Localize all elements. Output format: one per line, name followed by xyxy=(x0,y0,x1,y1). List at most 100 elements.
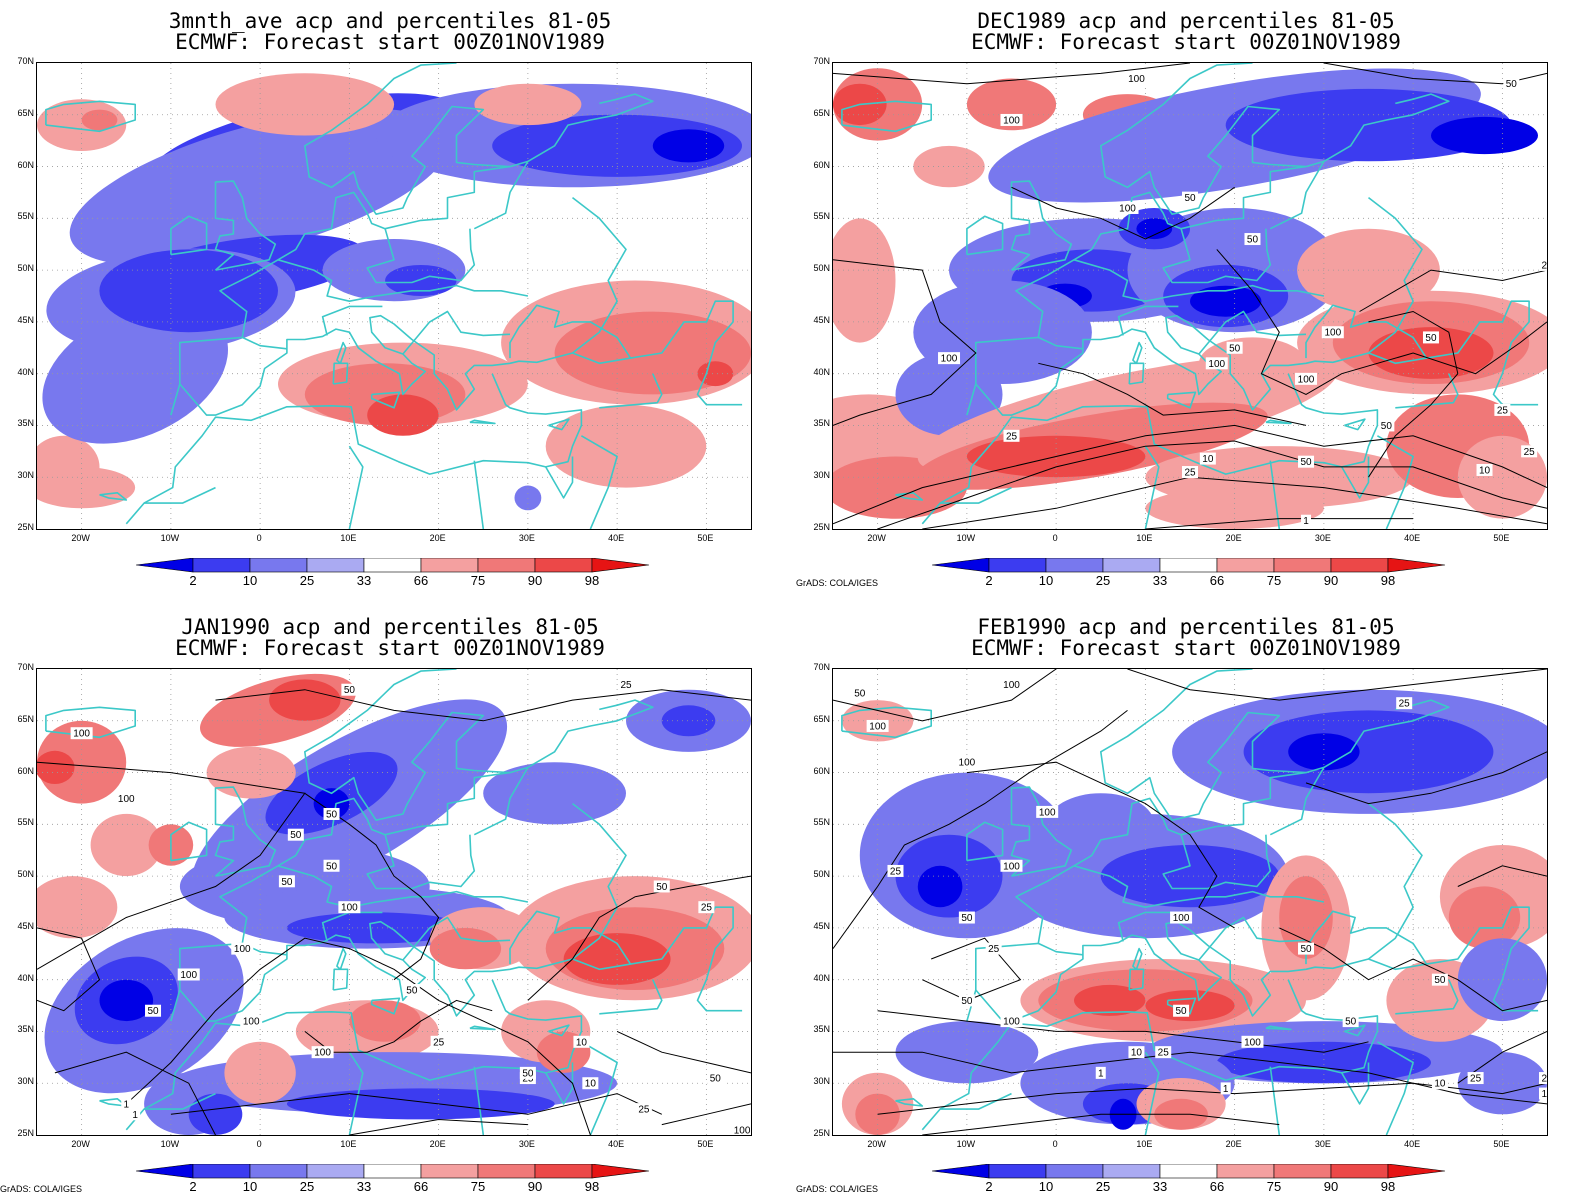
shade-region xyxy=(1288,733,1360,771)
coastline xyxy=(548,418,570,431)
contour-line xyxy=(215,689,751,722)
coastline xyxy=(402,310,511,355)
map-area xyxy=(36,62,752,530)
contour-line xyxy=(37,761,306,970)
contour-label: 50 xyxy=(406,986,418,997)
contour-label: 50 xyxy=(1300,944,1312,955)
map-area: 50 25 100 100 50 50 50 50 100 25 50 100 100 50 100 50 10… xyxy=(36,668,752,1136)
contour-label-bg xyxy=(430,1035,447,1048)
contour-label-bg xyxy=(177,968,200,981)
coastline xyxy=(1341,456,1370,499)
coastline xyxy=(370,997,401,1015)
contour-label: 25 xyxy=(1541,1074,1547,1085)
coastline xyxy=(580,1041,618,1135)
percentile-shading xyxy=(37,73,751,511)
colorbar-label: 75 xyxy=(470,1179,486,1194)
contour-label-bg xyxy=(1182,191,1198,204)
lat-tick-label: 70N xyxy=(17,56,34,66)
lat-tick-label: 45N xyxy=(813,920,830,931)
contour-label-bg xyxy=(130,1108,141,1121)
contour-label: 100 xyxy=(869,721,886,732)
contour-label: 100 xyxy=(1003,115,1020,126)
colorbar-label: 90 xyxy=(527,573,543,588)
contour-labels: 50 25 100 100 100 100 25 100 50 25 100 50 50 100 50 50 5… xyxy=(851,678,1547,1100)
coastline xyxy=(548,1024,570,1037)
contour-label-bg xyxy=(1000,678,1023,691)
coastline xyxy=(125,979,583,1131)
coastline xyxy=(975,304,1428,416)
colorbar-label: 98 xyxy=(584,573,600,588)
contour-labels: 100 100 50 100 50 50 25 100 100 100 50 100 50 25 25 10 2… xyxy=(938,72,1547,527)
lat-tick-label: 35N xyxy=(813,418,830,429)
coastline xyxy=(1144,445,1160,529)
shade-region xyxy=(286,1088,555,1120)
contour-line xyxy=(833,669,1057,722)
contour-label: 50 xyxy=(710,1074,722,1085)
panel-subtitle: ECMWF: Forecast start 00Z01NOV1989 xyxy=(175,636,605,660)
shade-region xyxy=(313,788,350,820)
contour-label-bg xyxy=(287,828,304,841)
colorbar-segment xyxy=(477,1164,536,1179)
colorbar-label: 33 xyxy=(356,1179,372,1194)
graticule xyxy=(37,669,751,1135)
shade-region xyxy=(917,865,963,908)
contour-label: 50 xyxy=(1425,333,1437,344)
lon-tick-label: 10E xyxy=(1136,1139,1153,1149)
coastline xyxy=(1368,196,1423,354)
contour-label-bg xyxy=(582,1077,599,1090)
contour-label: 50 xyxy=(1247,235,1259,246)
contour-line xyxy=(1279,927,1547,1012)
colorbar-arrow-high xyxy=(591,1164,650,1179)
contour-label: 25 xyxy=(890,866,902,877)
contour-label-bg xyxy=(1003,429,1020,442)
colorbar-label: 25 xyxy=(299,573,315,588)
lon-tick-label: 10W xyxy=(956,533,976,543)
contour-label-bg xyxy=(1301,514,1312,527)
lon-tick-label: 40E xyxy=(1404,1139,1421,1149)
coastline xyxy=(599,979,663,1015)
lon-tick-label: 30E xyxy=(518,533,535,543)
contour-label: 1 xyxy=(123,1099,129,1110)
contour-label-bg xyxy=(1125,72,1148,85)
lon-tick-label: 50E xyxy=(697,533,714,543)
contour-label-bg xyxy=(1378,419,1395,432)
coastline xyxy=(509,93,654,168)
lon-tick-label: 40E xyxy=(608,1139,625,1149)
lat-tick-label: 50N xyxy=(17,263,34,274)
contour-label: 25 xyxy=(988,944,1000,955)
contour-line xyxy=(833,710,1128,949)
lon-tick-label: 10W xyxy=(160,533,180,543)
colorbar-label: 66 xyxy=(1209,1179,1225,1194)
colorbar-arrow-low xyxy=(932,558,990,573)
lat-tick-label: 60N xyxy=(813,159,830,170)
contour-label: 50 xyxy=(1229,343,1241,354)
contour-label: 100 xyxy=(118,794,135,805)
coastline xyxy=(321,305,383,336)
contour-label: 10 xyxy=(1131,1048,1143,1059)
contour-lines xyxy=(37,689,751,1135)
coastline xyxy=(1269,766,1325,836)
contour-label: 100 xyxy=(1003,861,1020,872)
coastline xyxy=(332,362,349,385)
contour-label-bg xyxy=(1226,341,1243,354)
colorbar-arrow-low xyxy=(136,1164,194,1179)
contour-label-bg xyxy=(1539,1087,1547,1100)
lat-tick-label: 25N xyxy=(813,1128,830,1138)
contour-label-bg xyxy=(955,756,978,769)
coastline xyxy=(473,460,485,529)
contour-label-bg xyxy=(1295,372,1318,385)
coastline xyxy=(572,196,627,354)
contour-label: 25 xyxy=(1006,431,1018,442)
lat-tick-label: 50N xyxy=(17,869,34,880)
contour-label: 100 xyxy=(1003,1017,1020,1028)
contour-line xyxy=(833,259,977,426)
lat-tick-label: 70N xyxy=(813,662,830,672)
contour-label: 100 xyxy=(1119,203,1136,214)
lat-tick-label: 45N xyxy=(17,314,34,325)
contour-label: 25 xyxy=(620,680,632,691)
coastline xyxy=(841,706,932,739)
shade-region xyxy=(545,404,707,488)
panel-title: JAN1990 acp and percentiles 81-05 xyxy=(181,615,599,639)
contour-line xyxy=(37,927,101,1012)
colorbar-segment xyxy=(192,1164,251,1179)
